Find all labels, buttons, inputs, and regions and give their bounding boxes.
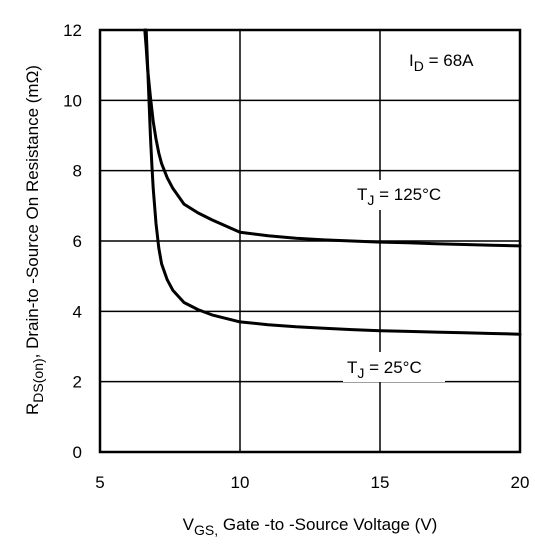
x-tick-label-5: 5 bbox=[95, 473, 104, 492]
series-label-125: TJ = 125°C bbox=[357, 185, 441, 208]
series-line-0 bbox=[143, 28, 522, 248]
series-label-25-text: = 25°C bbox=[364, 358, 421, 377]
id-annotation-symbol: I bbox=[409, 51, 414, 70]
series-label-125-text: = 125°C bbox=[374, 185, 441, 204]
y-tick-label-2: 2 bbox=[73, 373, 82, 392]
x-tick-label-10: 10 bbox=[231, 473, 250, 492]
y-tick-label-4: 4 bbox=[73, 302, 82, 321]
y-axis-label-symbol: R bbox=[23, 403, 42, 415]
x-axis-label-subscript: GS, bbox=[194, 522, 218, 538]
y-tick-label-0: 0 bbox=[73, 443, 82, 462]
series-label-125-subscript: J bbox=[367, 192, 374, 208]
series-label-25-bg bbox=[343, 352, 445, 382]
x-tick-label-15: 15 bbox=[371, 473, 390, 492]
y-tick-label-8: 8 bbox=[73, 162, 82, 181]
x-tick-label-20: 20 bbox=[511, 473, 530, 492]
x-axis-label-text: Gate -to -Source Voltage (V) bbox=[218, 515, 437, 534]
id-annotation-subscript: D bbox=[414, 58, 424, 74]
y-axis-label: RDS(on), Drain-to -Source On Resistance … bbox=[23, 65, 46, 415]
series-line-1 bbox=[144, 28, 522, 336]
y-tick-label-6: 6 bbox=[73, 232, 82, 251]
series-label-25: TJ = 25°C bbox=[347, 358, 422, 381]
series-label-125-bg bbox=[353, 180, 471, 210]
y-tick-label-10: 10 bbox=[63, 91, 82, 110]
series-layer bbox=[143, 28, 522, 336]
y-tick-labels: 0 2 4 6 8 10 12 bbox=[63, 21, 82, 462]
y-axis-label-text: , Drain-to -Source On Resistance (mΩ) bbox=[23, 65, 42, 358]
annotation-bg bbox=[403, 42, 511, 84]
y-axis-label-subscript: DS(on) bbox=[30, 358, 46, 402]
x-tick-labels: 5 10 15 20 bbox=[95, 473, 529, 492]
plot-frame bbox=[98, 28, 522, 454]
series-label-125-symbol: T bbox=[357, 185, 367, 204]
x-axis-label-symbol: V bbox=[183, 515, 195, 534]
y-tick-label-12: 12 bbox=[63, 21, 82, 40]
series-label-25-symbol: T bbox=[347, 358, 357, 377]
id-annotation: ID = 68A bbox=[409, 51, 474, 74]
id-annotation-text: = 68A bbox=[424, 51, 474, 70]
series-label-25-subscript: J bbox=[357, 365, 364, 381]
x-axis-label: VGS, Gate -to -Source Voltage (V) bbox=[183, 515, 438, 538]
